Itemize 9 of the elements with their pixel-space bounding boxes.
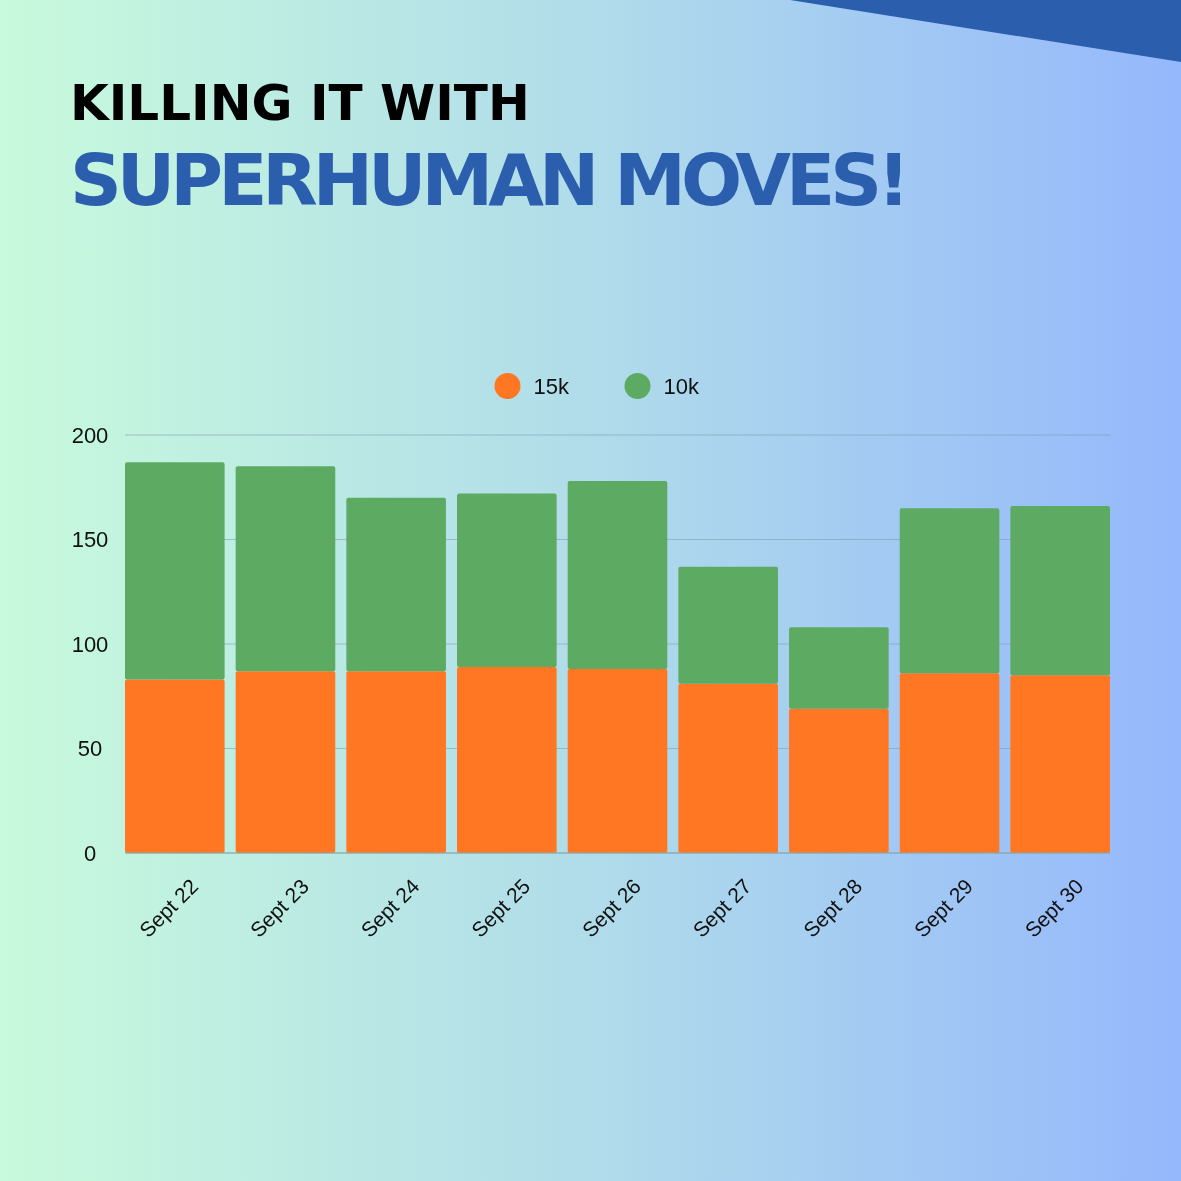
chart-subtitle: SUPERHUMAN MOVES! [70, 138, 910, 222]
chart-title: KILLING IT WITH [70, 74, 530, 132]
y-tick-label: 100 [71, 631, 109, 657]
y-tick-label: 50 [77, 736, 103, 762]
y-tick-label: 0 [83, 840, 97, 866]
y-tick-label: 200 [71, 422, 109, 448]
legend-label: 15k [533, 374, 570, 399]
y-tick-label: 150 [71, 527, 109, 553]
legend-label: 10k [663, 374, 700, 399]
